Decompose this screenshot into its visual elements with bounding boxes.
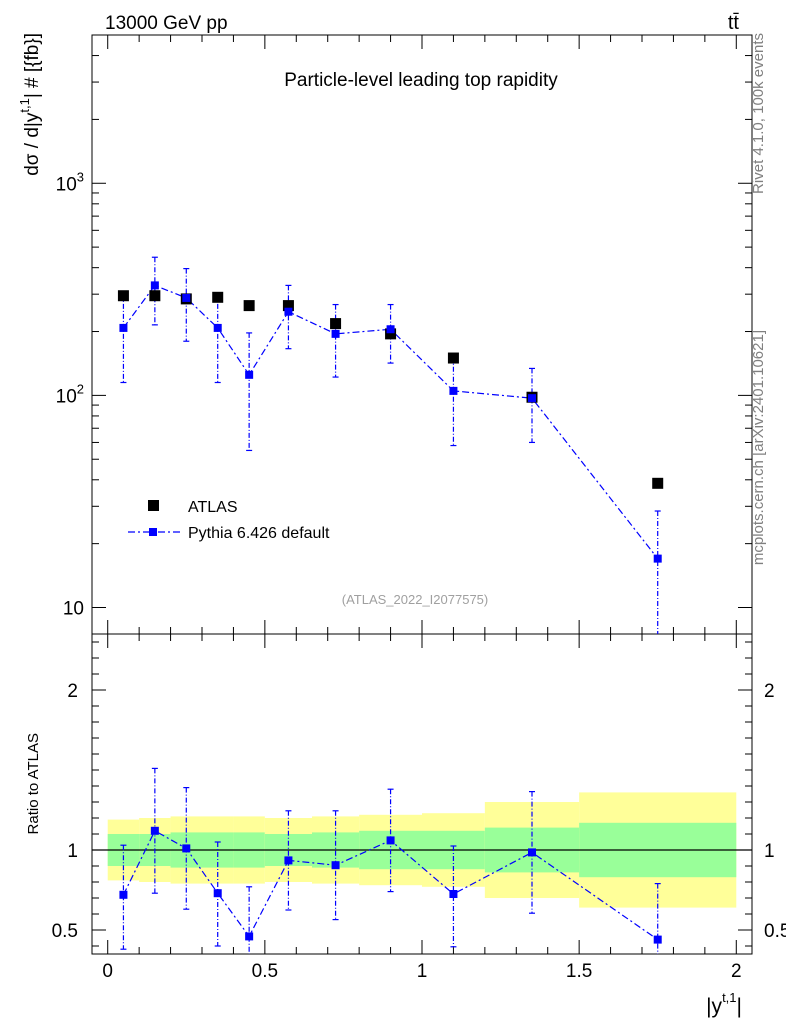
atlas-data-marker <box>330 318 342 330</box>
y-main-tick-base: 10 <box>63 598 84 619</box>
mc-ratio-marker <box>150 826 159 835</box>
x-label-suffix: | <box>737 995 742 1018</box>
legend-atlas-marker <box>148 500 159 511</box>
y-ratio-tick-label-left: 0.5 <box>52 921 78 942</box>
y-main-tick-exp: 3 <box>77 169 84 184</box>
chart-title: Particle-level leading top rapidity <box>284 70 558 91</box>
atlas-data-marker <box>243 300 255 312</box>
y-main-tick-exp: 2 <box>77 381 84 396</box>
legend-atlas-label: ATLAS <box>188 499 238 516</box>
y-main-tick-label: 103 <box>56 169 84 195</box>
atlas-data-marker <box>212 291 224 303</box>
mc-main-marker <box>150 281 159 290</box>
mc-ratio-marker <box>284 856 293 865</box>
atlas-data-marker <box>117 290 129 302</box>
mc-ratio-marker <box>245 932 254 941</box>
mc-main-marker <box>245 370 254 379</box>
mc-main-marker <box>653 554 662 563</box>
y-axis-label-ratio: Ratio to ATLAS <box>25 733 42 834</box>
y-label-main-sup: t,1 <box>17 98 32 112</box>
mc-ratio-marker <box>331 861 340 870</box>
chart-text: 13000 GeV pp tt̄ Particle-level leading … <box>17 12 786 1018</box>
y-main-tick-base: 10 <box>56 174 77 195</box>
mc-main-marker <box>528 394 536 403</box>
x-label-prefix: |y <box>706 995 722 1018</box>
mc-ratio-marker <box>119 890 128 899</box>
axis-ticks <box>92 34 752 954</box>
x-axis-label: |yt,1| <box>706 990 742 1018</box>
y-axis-label-main: dσ / d|yt,1| # [{fb}] <box>17 33 43 176</box>
mc-main-marker <box>182 293 191 302</box>
atlas-data-marker <box>149 290 161 302</box>
legend-mc-marker <box>149 528 157 536</box>
mc-main-marker <box>449 386 458 395</box>
y-label-main-prefix: dσ / d|y <box>22 112 43 176</box>
header-right: tt̄ <box>728 12 740 34</box>
side-text-bottom: mcplots.cern.ch [arXiv:2401.10621] <box>750 330 767 565</box>
legend-mc-label: Pythia 6.426 default <box>188 525 330 542</box>
x-label-sup: t,1 <box>722 990 736 1005</box>
atlas-data-marker <box>282 300 294 312</box>
mc-main-marker <box>284 307 293 316</box>
y-ratio-tick-label-right: 1 <box>764 841 775 862</box>
y-main-tick-label: 102 <box>56 381 84 407</box>
x-tick-label: 1.5 <box>566 961 592 982</box>
main-plot-frame <box>91 34 753 635</box>
y-ratio-tick-label-right: 0.5 <box>764 921 786 942</box>
y-ratio-tick-label-left: 1 <box>67 841 78 862</box>
mc-ratio-marker <box>528 848 536 857</box>
mc-main-marker <box>331 329 340 338</box>
header-left: 13000 GeV pp <box>105 13 228 34</box>
atlas-data-marker <box>652 477 664 489</box>
data-series <box>117 256 664 954</box>
mc-ratio-marker <box>182 844 191 853</box>
mc-ratio-marker <box>653 935 662 944</box>
side-text-top: Rivet 4.1.0, 100k events <box>750 33 767 194</box>
y-ratio-tick-label-left: 2 <box>67 681 78 702</box>
y-label-main-suffix: | # [{fb}] <box>22 33 43 98</box>
x-tick-label: 0.5 <box>252 961 278 982</box>
y-main-tick-base: 10 <box>56 386 77 407</box>
mc-main-marker <box>119 323 128 332</box>
x-tick-label: 0 <box>102 961 113 982</box>
mc-main-marker <box>386 325 395 334</box>
x-tick-label: 2 <box>731 961 742 982</box>
mc-ratio-marker <box>449 890 458 898</box>
analysis-id: (ATLAS_2022_I2077575) <box>342 592 488 607</box>
atlas-data-marker <box>385 328 397 340</box>
mc-main-marker <box>213 323 222 332</box>
mc-ratio-marker <box>213 889 222 898</box>
atlas-data-marker <box>447 352 459 364</box>
y-ratio-tick-label-right: 2 <box>764 681 775 702</box>
legend: ATLAS Pythia 6.426 default <box>128 499 330 542</box>
mc-ratio-marker <box>386 836 395 845</box>
y-main-tick-label: 10 <box>63 598 84 619</box>
x-tick-label: 1 <box>417 961 428 982</box>
